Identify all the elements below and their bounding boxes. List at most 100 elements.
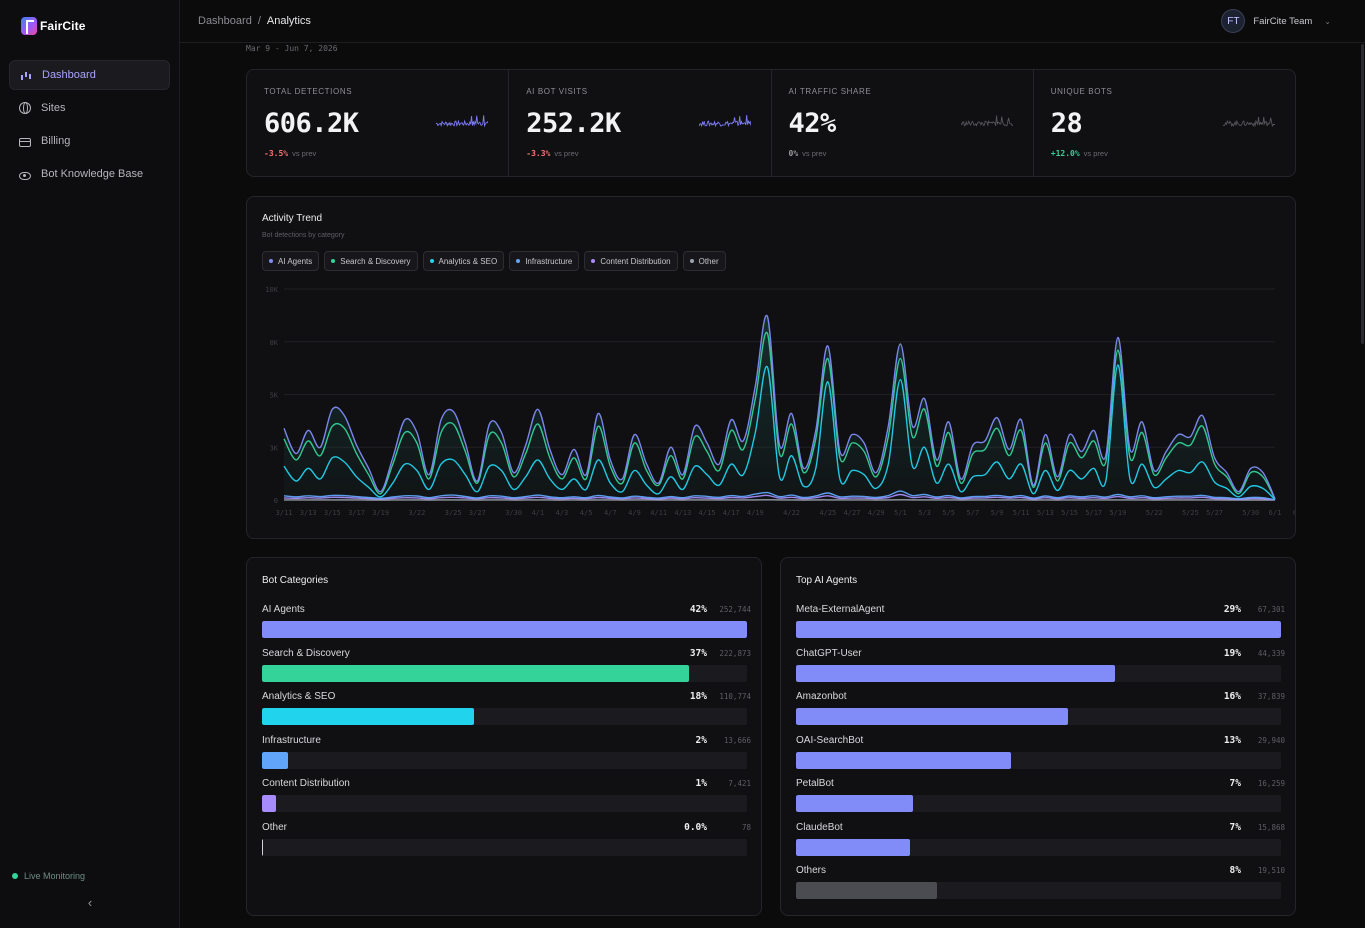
user-menu-button[interactable]: FT FairCite Team ⌄ <box>1221 9 1331 33</box>
row-count: 222,873 <box>719 648 751 658</box>
activity-trend-chart[interactable]: 10K 8K 5K 3K 0 3/11 3/13 3/15 3/17 3/19 3/22 3/25 3/… <box>247 277 1295 527</box>
main-scrollbar[interactable] <box>1361 44 1364 344</box>
sidebar-item-dashboard[interactable]: Dashboard <box>9 60 170 90</box>
bar-track <box>796 838 1281 856</box>
legend-chip-search-discovery[interactable]: Search & Discovery <box>324 251 418 271</box>
category-row[interactable]: Search & Discovery 37% 222,873 <box>262 648 751 692</box>
category-row[interactable]: Content Distribution 1% 7,421 <box>262 778 751 822</box>
bar-track <box>262 621 747 638</box>
legend-chip-analytics-seo[interactable]: Analytics & SEO <box>422 251 505 271</box>
x-tick-label: 5/3 <box>918 509 931 517</box>
y-tick-label: 3K <box>270 444 279 452</box>
sidebar-nav: Dashboard Sites Billing Bot Knowledge Ba… <box>9 60 170 192</box>
bot-categories-card: Bot Categories AI Agents 42% 252,744 Search… <box>246 557 762 916</box>
row-name: Meta-ExternalAgent <box>796 604 885 615</box>
row-count: 44,339 <box>1257 648 1285 658</box>
live-monitoring-status: Live Monitoring <box>12 871 85 881</box>
bar-track <box>796 751 1281 769</box>
avatar: FT <box>1221 9 1246 33</box>
series-area <box>284 315 1275 500</box>
row-name: Infrastructure <box>262 734 321 746</box>
legend-chip-ai-agents[interactable]: AI Agents <box>262 251 320 271</box>
x-tick-label: 4/15 <box>699 509 716 517</box>
legend-dot-icon <box>516 259 521 263</box>
agent-row[interactable]: ClaudeBot 7% 15,868 <box>796 822 1285 866</box>
kpi-value: 606.2K <box>264 108 359 139</box>
bar-fill <box>262 751 289 769</box>
sidebar-item-billing[interactable]: Billing <box>9 126 170 156</box>
category-row[interactable]: AI Agents 42% 252,744 <box>262 604 751 648</box>
row-percent: 42% <box>689 604 707 615</box>
sidebar-item-label: Dashboard <box>42 69 96 81</box>
row-percent: 2% <box>695 734 707 746</box>
globe-icon <box>19 102 31 114</box>
bar-track <box>796 664 1281 682</box>
app-logo[interactable]: FairCite <box>21 17 85 35</box>
breadcrumb-dashboard-link[interactable]: Dashboard <box>198 15 252 27</box>
row-count: 78 <box>741 822 751 832</box>
agent-row[interactable]: PetalBot 7% 16,259 <box>796 778 1285 822</box>
kpi-delta: +12.0% vs prev <box>1051 149 1108 158</box>
bar-chart-icon <box>20 69 32 81</box>
bar-fill <box>262 708 475 725</box>
user-name: FairCite Team <box>1253 15 1313 27</box>
row-percent: 7% <box>1229 778 1241 789</box>
live-monitoring-label: Live Monitoring <box>24 871 86 881</box>
legend-chip-content-distribution[interactable]: Content Distribution <box>584 251 678 271</box>
sidebar-item-bot-knowledge-base[interactable]: Bot Knowledge Base <box>9 159 170 189</box>
category-row[interactable]: Infrastructure 2% 13,666 <box>262 735 751 779</box>
legend-chip-infrastructure[interactable]: Infrastructure <box>509 251 580 271</box>
x-tick-label: 3/11 <box>276 509 293 517</box>
sparkline-series <box>960 115 1013 127</box>
faircite-logo-icon <box>21 17 37 35</box>
bar-fill <box>796 882 937 899</box>
x-tick-label: 3/15 <box>324 509 341 517</box>
row-count: 16,259 <box>1257 779 1285 788</box>
category-row[interactable]: Analytics & SEO 18% 110,774 <box>262 691 751 735</box>
agent-row[interactable]: Meta-ExternalAgent 29% 67,301 <box>796 604 1285 648</box>
row-count: 13,666 <box>723 735 751 745</box>
bar-fill <box>796 751 1012 769</box>
bar-track <box>796 621 1281 638</box>
row-name: Search & Discovery <box>262 647 350 659</box>
legend-chip-other[interactable]: Other <box>682 251 726 271</box>
x-tick-label: 5/5 <box>942 509 955 517</box>
breadcrumb: Dashboard / Analytics <box>198 15 311 27</box>
bar-track <box>262 751 747 769</box>
agent-row[interactable]: ChatGPT-User 19% 44,339 <box>796 648 1285 692</box>
agent-row[interactable]: Amazonbot 16% 37,839 <box>796 691 1285 735</box>
x-tick-label: 5/9 <box>991 509 1004 517</box>
x-tick-label: 3/30 <box>505 509 522 517</box>
x-tick-label: 5/1 <box>894 509 907 517</box>
x-tick-label: 5/27 <box>1206 509 1223 517</box>
bar-fill <box>262 795 277 812</box>
kpi-ai-bot-visits: AI BOT VISITS 252.2K -3.3% vs prev <box>509 70 772 176</box>
row-name: Content Distribution <box>262 778 350 789</box>
x-tick-label: 4/17 <box>723 509 740 517</box>
sidebar-item-sites[interactable]: Sites <box>9 93 170 123</box>
y-tick-label: 0 <box>274 497 278 505</box>
kpi-delta-suffix: vs prev <box>292 149 317 158</box>
sparkline-series <box>436 115 489 128</box>
kpi-strip: TOTAL DETECTIONS 606.2K -3.5% vs prev AI … <box>246 69 1296 177</box>
row-name: Amazonbot <box>796 691 847 702</box>
bar-fill <box>796 664 1115 682</box>
legend-label: AI Agents <box>278 256 313 266</box>
card-title: Activity Trend <box>262 213 323 224</box>
agent-row[interactable]: Others 8% 19,510 <box>796 865 1285 909</box>
kpi-total-detections: TOTAL DETECTIONS 606.2K -3.5% vs prev <box>247 70 510 176</box>
row-count: 19,510 <box>1257 866 1285 875</box>
top-header: Dashboard / Analytics FT FairCite Team ⌄ <box>180 0 1365 43</box>
agent-row[interactable]: OAI-SearchBot 13% 29,940 <box>796 735 1285 779</box>
collapse-sidebar-button[interactable]: ‹ <box>83 896 97 910</box>
row-count: 67,301 <box>1257 605 1285 614</box>
kpi-value: 28 <box>1050 108 1083 139</box>
category-row[interactable]: Other 0.0% 78 <box>262 822 751 866</box>
card-title: Top AI Agents <box>796 575 858 586</box>
row-name: PetalBot <box>796 778 834 789</box>
row-name: AI Agents <box>262 604 305 615</box>
sparkline-series <box>1223 116 1275 128</box>
x-tick-label: 6/1 <box>1269 509 1282 517</box>
sparkline <box>1223 116 1275 128</box>
kpi-label: TOTAL DETECTIONS <box>264 87 353 96</box>
